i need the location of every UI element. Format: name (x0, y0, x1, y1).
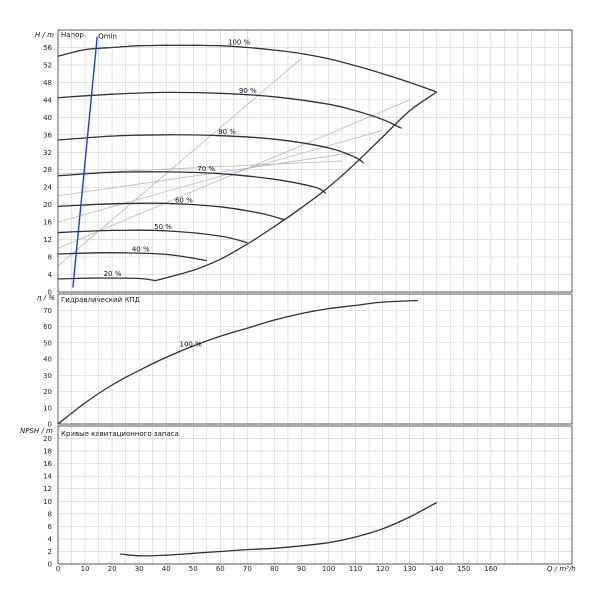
y-tick-label: 30 (43, 372, 52, 380)
curve-label: 80 % (218, 128, 236, 136)
curve-100-percent (57, 299, 418, 425)
efficiency-guide-line (57, 160, 343, 175)
y-tick-label: 40 (43, 114, 52, 122)
efficiency-guide-line (57, 151, 356, 197)
efficiency-guide-line (57, 130, 383, 223)
y-tick-label: 4 (48, 535, 53, 543)
x-tick-label: 160 (484, 565, 497, 573)
panel-frame (57, 293, 573, 425)
x-tick-label: 30 (135, 565, 144, 573)
npsh-curve (120, 501, 438, 557)
qmin-line (72, 36, 98, 288)
head-ylabel: H / m (35, 31, 54, 39)
tick-label-layer: 0481216202428323640444852560102030405060… (43, 44, 497, 573)
y-tick-label: 6 (48, 523, 53, 531)
curve-label: 20 % (104, 270, 122, 278)
y-tick-label: 12 (43, 485, 52, 493)
x-tick-label: 50 (189, 565, 198, 573)
x-tick-label: 40 (162, 565, 171, 573)
y-tick-label: 10 (43, 498, 52, 506)
y-tick-label: 52 (43, 61, 52, 69)
panel-frame (57, 29, 573, 293)
x-tick-label: 130 (403, 565, 416, 573)
y-tick-label: 36 (43, 131, 52, 139)
x-tick-label: 80 (270, 565, 279, 573)
y-tick-label: 32 (43, 149, 52, 157)
head-title: Напор (61, 31, 84, 39)
series-label-layer: 100 % 90 % 80 % 70 % 60 % 50 % 40 % 20 % Qmin 100… (98, 33, 257, 349)
curve-100-percent (57, 44, 437, 93)
curve-label: 100 % (228, 39, 251, 47)
x-tick-label: 60 (216, 565, 225, 573)
y-tick-label: 8 (48, 254, 52, 262)
curve-60-percent (57, 202, 286, 221)
y-tick-label: 0 (48, 561, 52, 569)
x-tick-label: 120 (376, 565, 389, 573)
y-tick-label: 20 (43, 201, 52, 209)
efficiency-title: Гидравлический КПД (61, 296, 141, 304)
qmin-label: Qmin (98, 33, 117, 41)
x-tick-label: 100 (322, 565, 335, 573)
y-tick-label: 60 (43, 323, 52, 331)
x-tick-label: 20 (108, 565, 117, 573)
y-tick-label: 0 (48, 289, 52, 297)
y-tick-label: 16 (43, 219, 52, 227)
y-tick-label: 20 (43, 388, 52, 396)
curve-20-percent (57, 277, 156, 282)
x-tick-label: 10 (81, 565, 90, 573)
y-tick-label: 10 (43, 404, 52, 412)
y-tick-label: 18 (43, 448, 52, 456)
panel-frame (57, 425, 573, 565)
y-tick-label: 70 (43, 307, 52, 315)
efficiency-ylabel: η / % (37, 294, 55, 302)
x-tick-label: 90 (297, 565, 306, 573)
x-tick-label: 0 (56, 565, 60, 573)
y-tick-label: 24 (43, 184, 52, 192)
x-tick-label: 140 (430, 565, 443, 573)
curve-90-percent (57, 91, 402, 129)
y-tick-label: 50 (43, 339, 52, 347)
y-tick-label: 14 (43, 473, 52, 481)
y-tick-label: 28 (43, 166, 52, 174)
y-tick-label: 20 (43, 435, 52, 443)
curve-label: 90 % (239, 87, 257, 95)
curve-label: 50 % (154, 223, 172, 231)
curve-50-percent (57, 229, 248, 244)
curve-label: 40 % (132, 246, 150, 254)
npsh-title: Кривые кавитационного запаса (61, 430, 179, 438)
y-tick-label: 8 (48, 510, 52, 518)
x-tick-label: 110 (349, 565, 362, 573)
y-tick-label: 12 (43, 236, 52, 244)
y-tick-label: 44 (43, 96, 52, 104)
y-tick-label: 2 (48, 548, 52, 556)
x-axis-label: Q / m³/h (547, 565, 576, 573)
x-tick-label: 150 (457, 565, 470, 573)
series-layer (57, 36, 438, 557)
y-tick-label: 48 (43, 79, 52, 87)
x-tick-label: 70 (243, 565, 252, 573)
y-tick-label: 0 (48, 421, 52, 429)
curve-80-percent (57, 134, 365, 164)
system-envelope-curve (155, 91, 438, 282)
y-tick-label: 16 (43, 460, 52, 468)
npsh-ylabel: NPSH / m (20, 427, 53, 435)
y-tick-label: 4 (48, 271, 53, 279)
frame-layer (57, 29, 573, 565)
curve-label: 60 % (175, 196, 193, 204)
curve-40-percent (57, 252, 207, 262)
curve-label: 100 % (180, 340, 203, 348)
curve-label: 70 % (197, 165, 215, 173)
curve-70-percent (57, 171, 327, 194)
y-tick-label: 56 (43, 44, 52, 52)
y-tick-label: 40 (43, 356, 52, 364)
